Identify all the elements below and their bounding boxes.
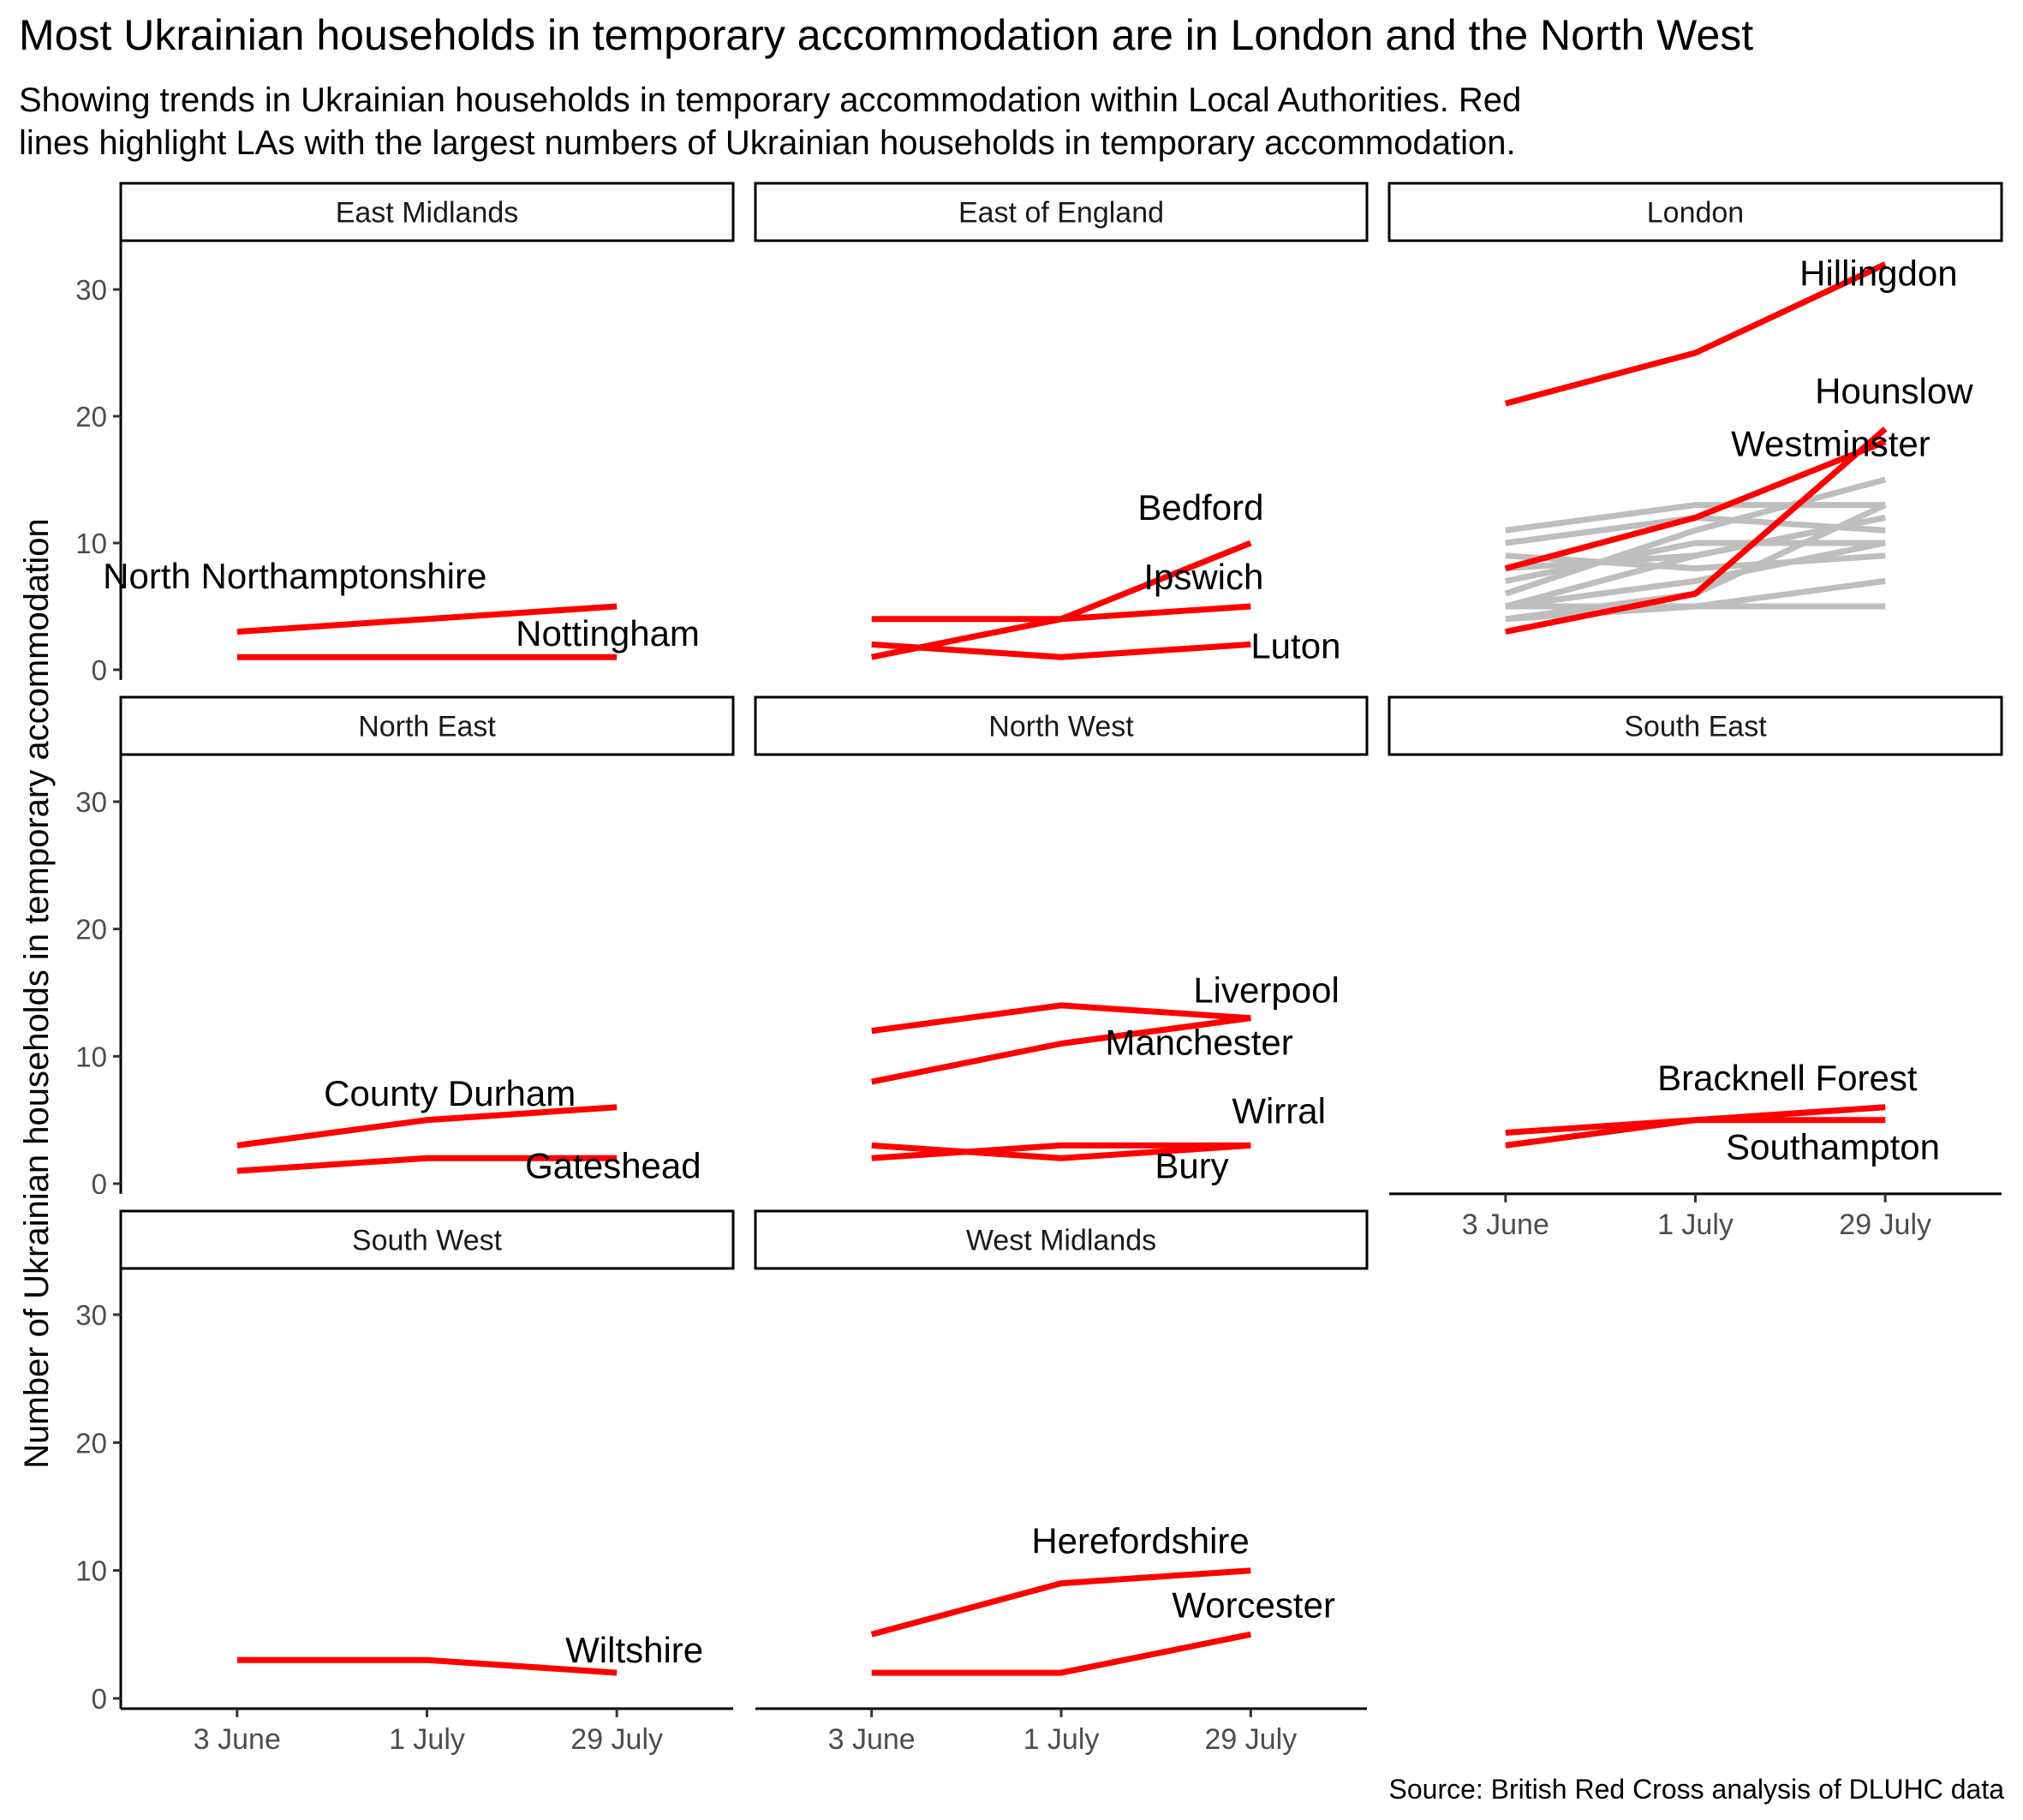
- series-line-westminster: [1504, 439, 1887, 571]
- facet-strip-label-north-west: North West: [988, 711, 1134, 743]
- series-line-wirral: [871, 1142, 1251, 1161]
- series-label-bracknell-forest: Bracknell Forest: [1657, 1058, 1918, 1098]
- y-tick-label: 10: [75, 528, 107, 559]
- y-tick-label: 0: [92, 1683, 107, 1715]
- subtitle-line-1: Showing trends in Ukrainian households i…: [19, 81, 1522, 119]
- series-line-luton: [871, 641, 1251, 660]
- x-tick-label: 29 July: [1839, 1208, 1931, 1241]
- facet-strip-label-east-of-england: East of England: [958, 197, 1164, 230]
- series-line-bury: [871, 1142, 1251, 1161]
- y-tick-label: 10: [75, 1555, 107, 1587]
- y-tick-label: 0: [92, 654, 107, 686]
- series-label-wirral: Wirral: [1232, 1090, 1326, 1131]
- series-label-bedford: Bedford: [1137, 487, 1263, 528]
- series-label-worcester: Worcester: [1172, 1584, 1335, 1625]
- facet-strip-east-midlands: [119, 182, 735, 242]
- series-line-southampton: [1505, 1117, 1886, 1136]
- series-line-wiltshire: [236, 1656, 618, 1676]
- series-label-north-northamptonshire: North Northamptonshire: [103, 556, 486, 596]
- y-tick-label: 30: [75, 1299, 107, 1331]
- series-line-london-other-3: [1505, 552, 1886, 572]
- series-label-ipswich: Ipswich: [1143, 557, 1263, 597]
- subtitle-line-2: lines highlight LAs with the largest num…: [19, 124, 1516, 162]
- facet-strip-south-east: [1387, 695, 2003, 756]
- facet-strip-label-east-midlands: East Midlands: [336, 197, 519, 230]
- facet-strip-label-north-east: North East: [358, 711, 496, 743]
- series-line-north-northamptonshire: [236, 603, 618, 636]
- series-label-southampton: Southampton: [1726, 1127, 1940, 1167]
- series-label-westminster: Westminster: [1731, 424, 1931, 464]
- series-line-manchester: [871, 1015, 1251, 1085]
- series-label-county-durham: County Durham: [324, 1073, 576, 1113]
- y-tick-label: 10: [75, 1041, 107, 1072]
- series-line-london-other-5: [1505, 540, 1886, 584]
- series-line-herefordshire: [870, 1567, 1251, 1638]
- series-label-manchester: Manchester: [1105, 1023, 1292, 1063]
- facet-strip-london: [1387, 182, 2003, 242]
- x-tick-label: 1 July: [389, 1723, 465, 1756]
- series-label-hillingdon: Hillingdon: [1799, 253, 1957, 293]
- series-line-london-other-1: [1505, 502, 1886, 534]
- x-tick-label: 1 July: [1023, 1723, 1100, 1756]
- series-line-hounslow: [1505, 427, 1888, 636]
- facet-strip-label-west-midlands: West Midlands: [966, 1225, 1156, 1257]
- facet-strip-label-south-west: South West: [352, 1225, 503, 1257]
- series-label-bury: Bury: [1155, 1145, 1228, 1185]
- series-line-gateshead: [236, 1155, 618, 1174]
- x-tick-label: 1 July: [1657, 1208, 1734, 1241]
- facet-strip-south-west: [119, 1209, 735, 1270]
- series-label-liverpool: Liverpool: [1193, 970, 1339, 1011]
- series-label-gateshead: Gateshead: [525, 1145, 701, 1185]
- y-tick-label: 30: [75, 274, 107, 306]
- y-tick-label: 20: [75, 401, 107, 433]
- series-line-worcester: [871, 1631, 1251, 1676]
- y-tick-label: 30: [75, 786, 107, 818]
- series-line-county-durham: [236, 1104, 618, 1149]
- series-line-london-other-8: [1505, 540, 1886, 610]
- chart-title: Most Ukrainian households in temporary a…: [19, 11, 1754, 59]
- facet-strip-north-east: [119, 695, 735, 756]
- series-line-ipswich: [871, 603, 1251, 623]
- y-tick-label: 20: [75, 914, 107, 946]
- x-tick-label: 29 July: [570, 1723, 663, 1756]
- x-tick-label: 3 June: [1462, 1208, 1549, 1241]
- x-tick-label: 29 July: [1204, 1723, 1297, 1756]
- series-line-london-other-6: [1504, 476, 1887, 597]
- chart-subtitle: Showing trends in Ukrainian households i…: [19, 79, 1989, 164]
- y-tick-label: 20: [75, 1427, 107, 1459]
- series-line-liverpool: [871, 1002, 1251, 1035]
- facet-strip-label-south-east: South East: [1624, 711, 1767, 743]
- y-axis-title: Number of Ukrainian households in tempor…: [18, 518, 56, 1468]
- facet-strip-label-london: London: [1647, 197, 1744, 230]
- series-line-hillingdon: [1504, 261, 1887, 407]
- series-label-wiltshire: Wiltshire: [565, 1630, 703, 1670]
- source-caption: Source: British Red Cross analysis of DL…: [1388, 1774, 2005, 1805]
- facet-strip-east-of-england: [754, 182, 1369, 242]
- series-line-london-other-7: [1504, 514, 1886, 610]
- facet-strip-west-midlands: [754, 1209, 1369, 1270]
- x-tick-label: 3 June: [828, 1723, 916, 1756]
- series-label-herefordshire: Herefordshire: [1031, 1521, 1249, 1561]
- series-label-hounslow: Hounslow: [1815, 371, 1973, 411]
- series-label-nottingham: Nottingham: [516, 613, 700, 653]
- series-label-luton: Luton: [1250, 625, 1340, 665]
- facet-strip-north-west: [754, 695, 1369, 756]
- x-tick-label: 3 June: [194, 1723, 281, 1756]
- y-tick-label: 0: [92, 1168, 107, 1200]
